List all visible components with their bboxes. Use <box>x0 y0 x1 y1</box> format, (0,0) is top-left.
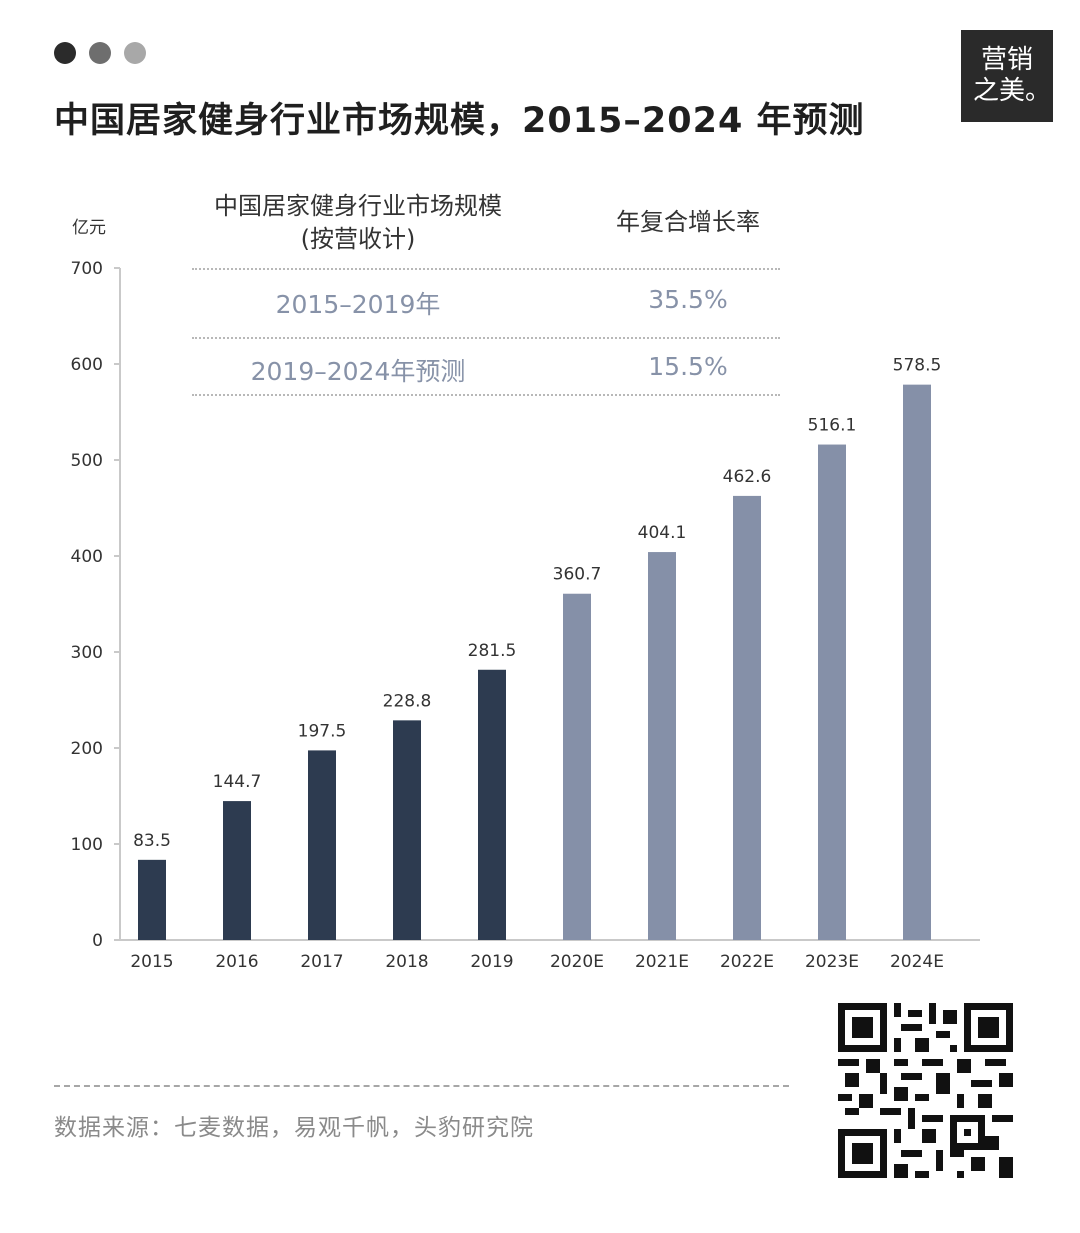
brand-line-2: 之美。 <box>972 76 1051 106</box>
y-tick-label: 0 <box>92 931 103 951</box>
table-divider <box>192 394 780 396</box>
page-title: 中国居家健身行业市场规模，2015–2024 年预测 <box>54 101 865 141</box>
dot-light <box>124 42 146 64</box>
brand-logo: 营销 之美。 <box>961 30 1053 122</box>
bar <box>138 859 166 940</box>
bar <box>563 593 591 940</box>
bar <box>478 669 506 940</box>
x-tick-label: 2016 <box>215 952 258 972</box>
y-tick-label: 500 <box>71 451 103 471</box>
table-divider <box>192 268 780 270</box>
bar-value-label: 578.5 <box>893 356 942 376</box>
x-tick-label: 2022E <box>720 952 774 972</box>
x-tick-label: 2019 <box>470 952 513 972</box>
table-row-period: 2019–2024年预测 <box>250 357 466 386</box>
y-tick-label: 600 <box>71 355 103 375</box>
source-text: 数据来源：七麦数据，易观千帆，头豹研究院 <box>54 1115 534 1141</box>
brand-line-1: 营销 <box>980 45 1033 75</box>
bar-chart: 0 100 200 300 400 500 600 700 83.5 2015 144.7 2016 1… <box>71 259 980 972</box>
bar <box>903 384 931 940</box>
x-tick-label: 2018 <box>385 952 428 972</box>
bar-value-label: 144.7 <box>213 772 262 792</box>
x-tick-label: 2017 <box>300 952 343 972</box>
dot-mid <box>89 42 111 64</box>
x-tick-label: 2024E <box>890 952 944 972</box>
source-divider <box>54 1085 789 1087</box>
table-row-cagr: 35.5% <box>648 285 728 314</box>
bar <box>308 750 336 940</box>
x-tick-label: 2021E <box>635 952 689 972</box>
bar <box>733 495 761 940</box>
bar <box>648 552 676 940</box>
bar <box>223 801 251 940</box>
x-tick-label: 2020E <box>550 952 604 972</box>
dot-dark <box>54 42 76 64</box>
x-tick-label: 2023E <box>805 952 859 972</box>
bar-value-label: 360.7 <box>553 565 602 585</box>
table-row-period: 2015–2019年 <box>275 290 441 319</box>
y-axis-unit: 亿元 <box>72 218 106 238</box>
bar <box>818 444 846 940</box>
y-tick-label: 100 <box>71 835 103 855</box>
qr-code-icon <box>838 1003 1013 1178</box>
bar-value-label: 228.8 <box>383 691 432 711</box>
bar-value-label: 83.5 <box>133 831 171 851</box>
table-row-cagr: 15.5% <box>648 352 728 381</box>
y-tick-label: 200 <box>71 739 103 759</box>
table-col1-header: 中国居家健身行业市场规模 (按营收计) <box>188 190 528 256</box>
window-dots <box>54 42 146 64</box>
bar-value-label: 462.6 <box>723 467 772 487</box>
bar <box>393 720 421 940</box>
bar-value-label: 404.1 <box>638 523 687 543</box>
bar-value-label: 281.5 <box>468 641 517 661</box>
y-tick-label: 300 <box>71 643 103 663</box>
y-tick-label: 400 <box>71 547 103 567</box>
table-col1-header-line2: (按营收计) <box>300 225 416 253</box>
table-col1-header-line1: 中国居家健身行业市场规模 <box>214 192 502 220</box>
bar-value-label: 197.5 <box>298 721 347 741</box>
table-col2-header: 年复合增长率 <box>616 208 760 236</box>
y-tick-label: 700 <box>71 259 103 279</box>
x-tick-label: 2015 <box>130 952 173 972</box>
table-divider <box>192 337 780 339</box>
bar-value-label: 516.1 <box>808 416 857 436</box>
